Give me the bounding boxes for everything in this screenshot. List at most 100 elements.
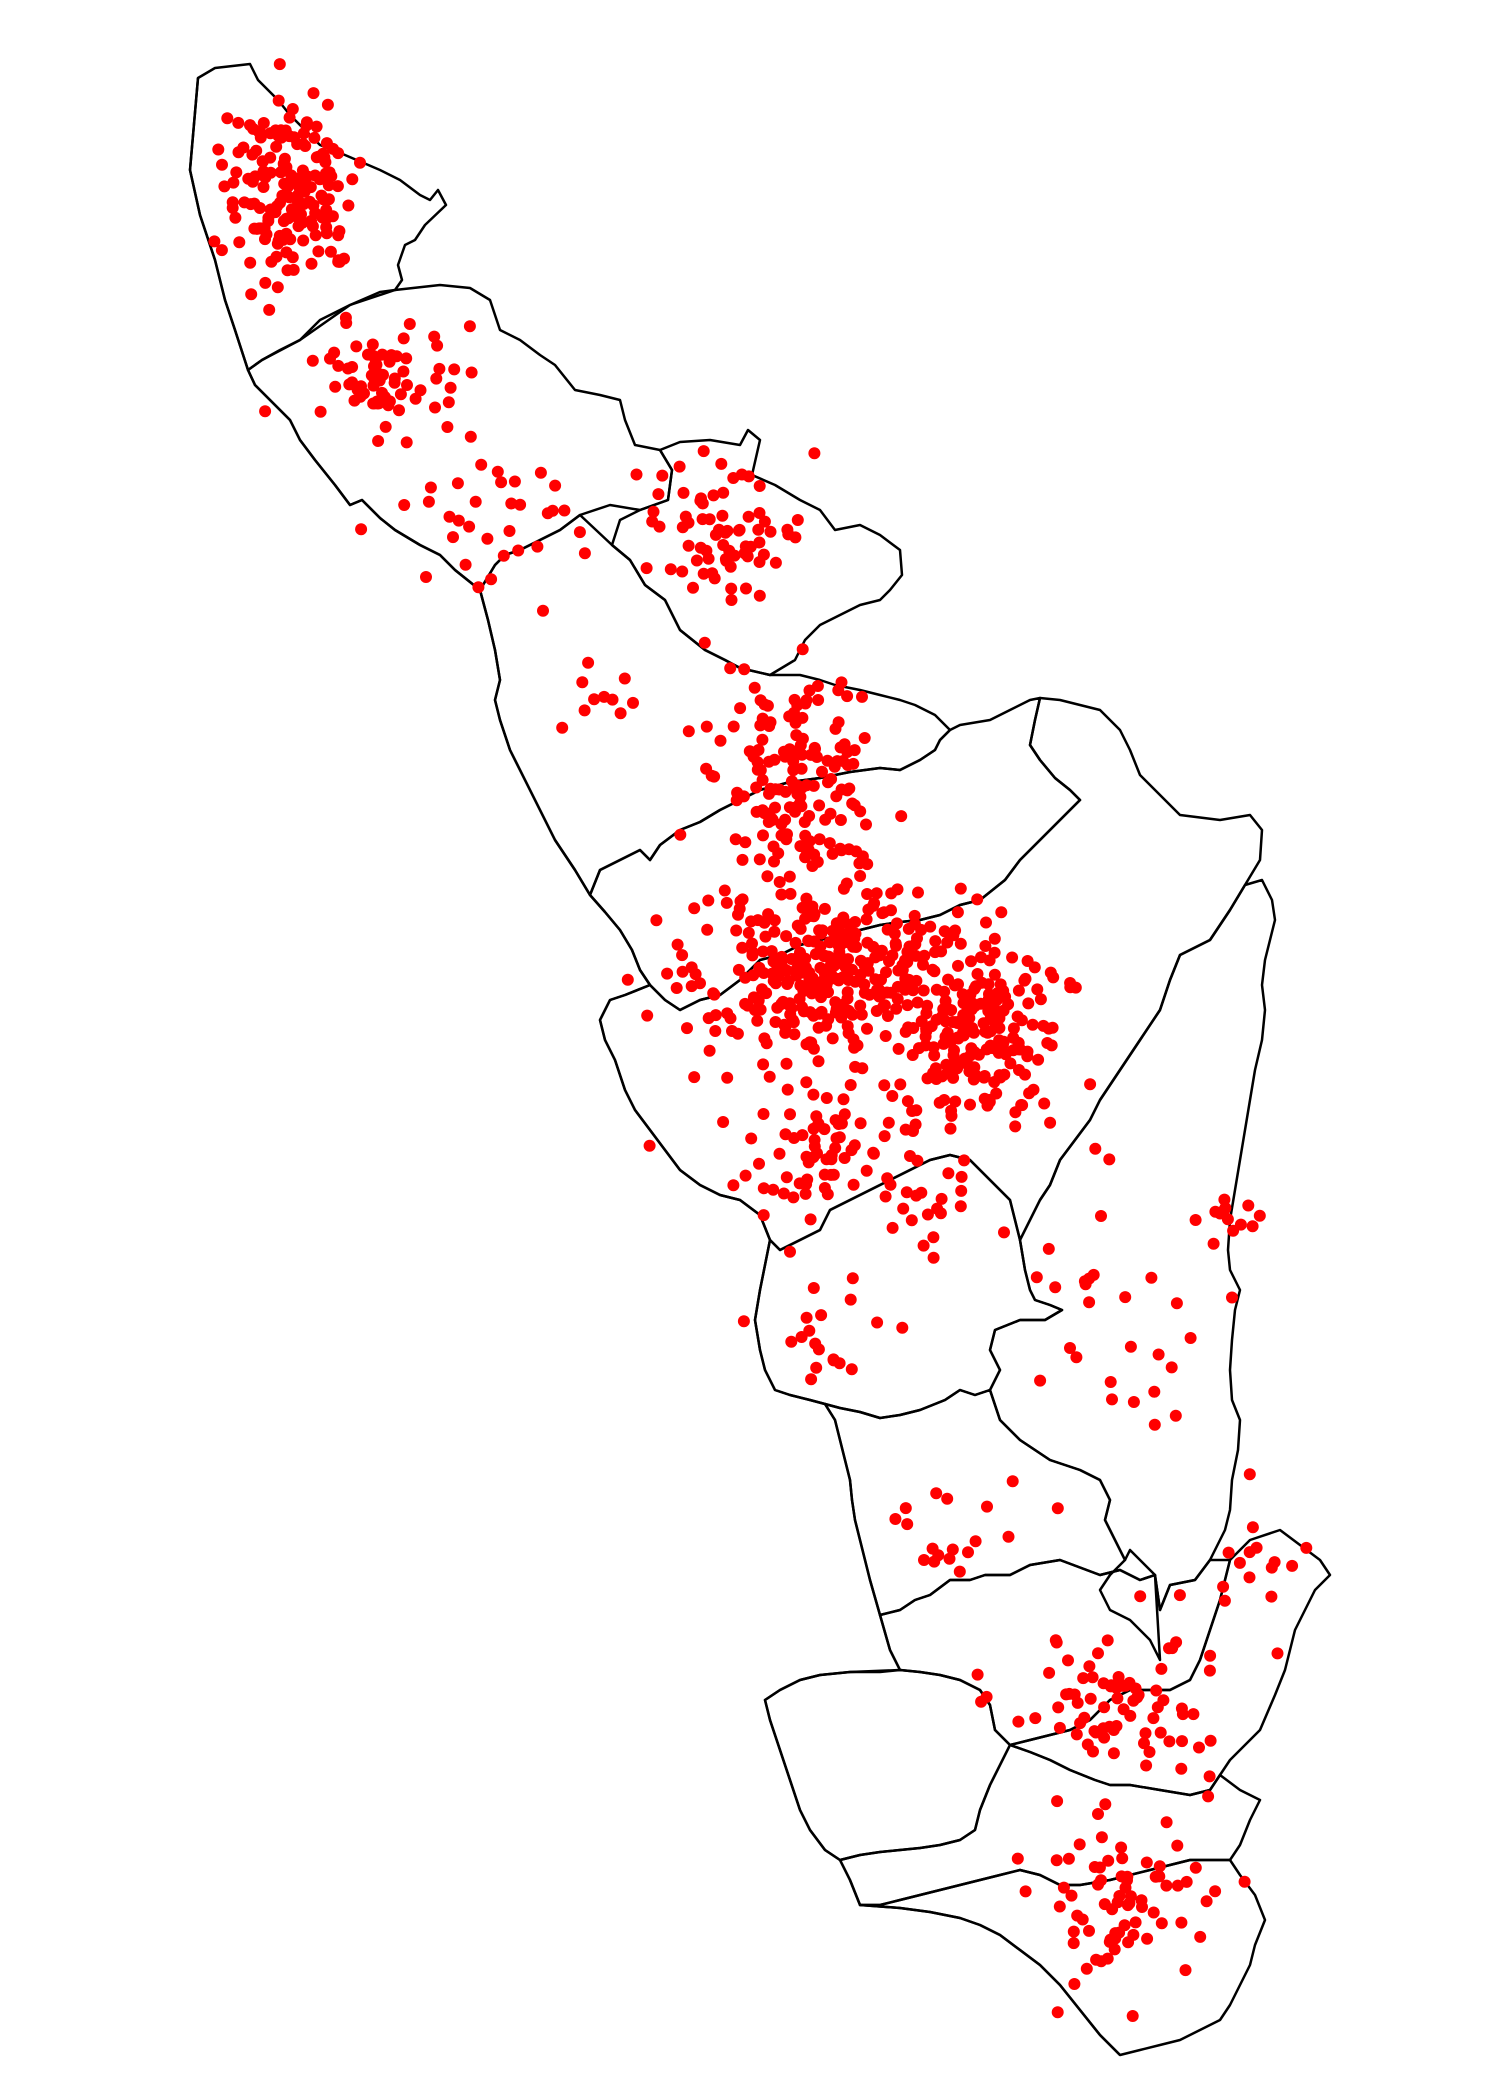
occurrence-point <box>1007 1031 1020 1044</box>
occurrence-point <box>1076 1913 1089 1926</box>
occurrence-point <box>534 466 547 479</box>
occurrence-point <box>695 492 707 505</box>
occurrence-point <box>781 978 794 990</box>
occurrence-point <box>860 818 872 831</box>
occurrence-point <box>247 122 260 135</box>
occurrence-point <box>794 739 807 752</box>
occurrence-point <box>319 156 332 169</box>
occurrence-point <box>946 1543 959 1556</box>
occurrence-point <box>350 340 363 353</box>
occurrence-point <box>838 1108 851 1121</box>
occurrence-point <box>1049 1281 1062 1294</box>
occurrence-point <box>703 513 716 526</box>
occurrence-point <box>1153 1860 1166 1873</box>
occurrence-point <box>901 1095 914 1108</box>
occurrence-point <box>1083 1660 1096 1673</box>
occurrence-point <box>253 202 266 214</box>
occurrence-point <box>1098 1701 1111 1714</box>
occurrence-point <box>849 916 862 928</box>
occurrence-point <box>1145 1271 1158 1284</box>
occurrence-point <box>1124 1709 1137 1722</box>
occurrence-point <box>1227 1224 1240 1237</box>
occurrence-point <box>757 1108 770 1120</box>
occurrence-point <box>1023 1087 1036 1100</box>
occurrence-point <box>991 1020 1004 1032</box>
occurrence-point <box>928 1555 941 1568</box>
occurrence-point <box>826 847 839 860</box>
occurrence-point <box>464 430 477 443</box>
occurrence-point <box>208 235 221 248</box>
occurrence-point <box>641 1009 654 1022</box>
occurrence-point <box>1126 2010 1139 2022</box>
occurrence-point <box>1012 1715 1025 1728</box>
occurrence-point <box>764 716 777 729</box>
occurrence-point <box>1102 1854 1115 1867</box>
occurrence-point <box>322 193 335 206</box>
occurrence-point <box>512 544 525 557</box>
occurrence-point <box>739 836 752 849</box>
occurrence-point <box>768 925 781 938</box>
occurrence-point <box>1051 1795 1064 1808</box>
occurrence-point <box>957 1029 970 1042</box>
occurrence-point <box>271 281 284 294</box>
occurrence-point <box>671 938 684 951</box>
occurrence-point <box>708 988 721 1001</box>
occurrence-point <box>742 926 755 939</box>
occurrence-point <box>837 882 850 895</box>
occurrence-point <box>725 594 738 606</box>
occurrence-point <box>1112 1671 1125 1683</box>
occurrence-point <box>1222 1546 1235 1559</box>
occurrence-point <box>964 1098 976 1111</box>
occurrence-point <box>825 1153 838 1166</box>
occurrence-point <box>465 366 478 379</box>
occurrence-point <box>799 829 812 842</box>
occurrence-point <box>1093 1861 1106 1874</box>
occurrence-point <box>1165 1361 1178 1374</box>
occurrence-point <box>818 902 831 915</box>
occurrence-point <box>981 1026 994 1039</box>
occurrence-point <box>935 945 948 958</box>
occurrence-point <box>294 217 307 230</box>
occurrence-point <box>640 562 653 575</box>
occurrence-point <box>939 1015 952 1028</box>
occurrence-point <box>469 495 482 508</box>
occurrence-point <box>745 915 757 928</box>
occurrence-point <box>855 1008 868 1021</box>
occurrence-point <box>1013 1064 1025 1076</box>
occurrence-point <box>1129 1916 1142 1929</box>
occurrence-point <box>820 1092 833 1104</box>
occurrence-point <box>259 233 271 246</box>
occurrence-point <box>756 733 769 746</box>
occurrence-point <box>398 499 411 511</box>
occurrence-point <box>312 245 325 258</box>
occurrence-point <box>882 1116 895 1129</box>
occurrence-point <box>763 1070 776 1083</box>
occurrence-point <box>270 140 283 153</box>
occurrence-point <box>429 401 441 414</box>
occurrence-point <box>355 523 368 536</box>
occurrence-point <box>1038 1097 1051 1110</box>
occurrence-point <box>1286 1559 1299 1572</box>
occurrence-point <box>1067 1937 1080 1950</box>
occurrence-point <box>854 999 867 1012</box>
occurrence-point <box>1116 1852 1129 1865</box>
occurrence-point <box>979 940 992 952</box>
occurrence-point <box>727 1179 740 1192</box>
occurrence-point <box>800 779 813 792</box>
occurrence-point <box>433 362 446 375</box>
occurrence-point <box>329 380 342 393</box>
occurrence-point <box>738 663 751 676</box>
occurrence-point <box>854 968 867 981</box>
occurrence-point <box>690 554 703 567</box>
occurrence-point <box>1169 1409 1182 1422</box>
occurrence-point <box>870 1005 883 1017</box>
occurrence-point <box>856 690 868 703</box>
occurrence-point <box>321 98 334 111</box>
occurrence-point <box>910 1189 923 1202</box>
occurrence-point <box>1160 1879 1173 1892</box>
occurrence-point <box>948 1044 960 1057</box>
occurrence-point <box>1246 1220 1259 1233</box>
occurrence-point <box>1175 1916 1188 1929</box>
occurrence-point <box>1163 1735 1176 1748</box>
occurrence-point <box>843 782 856 795</box>
